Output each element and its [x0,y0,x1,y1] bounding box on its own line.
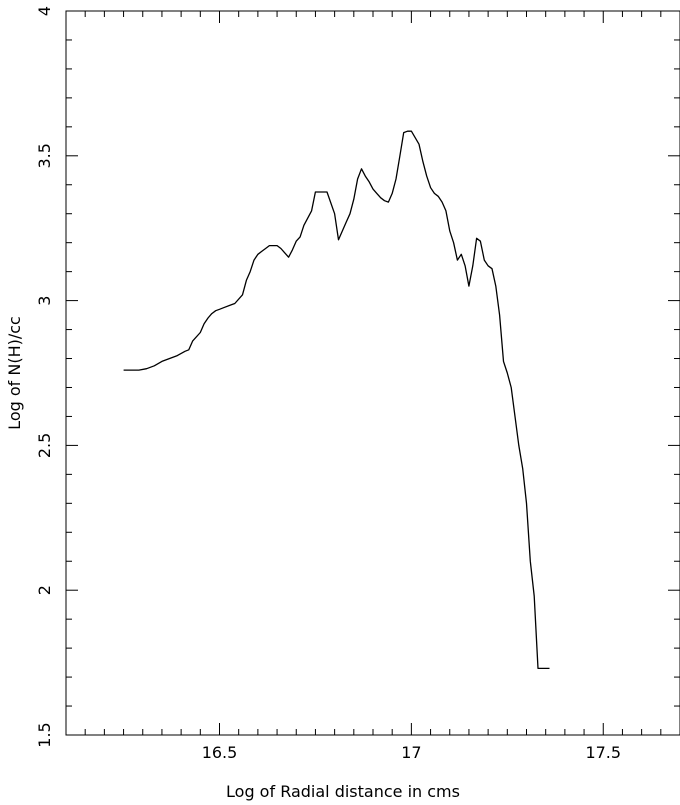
y-tick-label: 3.5 [35,143,54,168]
x-axis-label: Log of Radial distance in cms [226,782,460,801]
x-tick-label: 17.5 [585,743,621,762]
tick-marks [65,10,680,736]
series-line [123,130,550,670]
y-tick-label: 4 [35,6,54,16]
y-tick-label: 3 [35,296,54,306]
y-tick-label: 1.5 [35,722,54,747]
plot-frame [65,10,680,736]
tick-labels: 16.5 17 17.5 1.5 2 2.5 3 3.5 4 [35,6,621,762]
x-tick-label: 17 [401,743,421,762]
y-tick-label: 2.5 [35,433,54,458]
x-tick-label: 16.5 [202,743,238,762]
y-tick-label: 2 [35,585,54,595]
y-axis-label: Log of N(H)/cc [5,316,24,430]
